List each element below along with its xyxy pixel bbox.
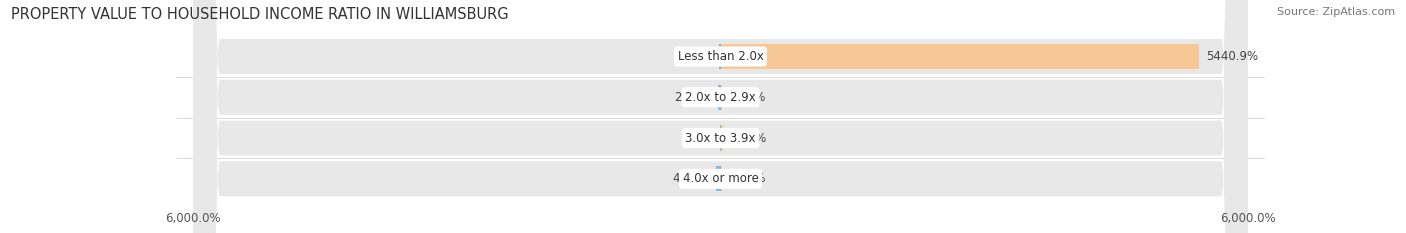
Bar — [721, 44, 1199, 69]
Text: 8.2%: 8.2% — [683, 132, 713, 144]
FancyBboxPatch shape — [194, 0, 1249, 233]
Text: 17.1%: 17.1% — [730, 91, 766, 104]
Text: 4.0x or more: 4.0x or more — [683, 172, 758, 185]
FancyBboxPatch shape — [194, 0, 1249, 233]
Bar — [716, 166, 721, 192]
Text: Source: ZipAtlas.com: Source: ZipAtlas.com — [1277, 7, 1395, 17]
Text: 3.0x to 3.9x: 3.0x to 3.9x — [685, 132, 756, 144]
Text: PROPERTY VALUE TO HOUSEHOLD INCOME RATIO IN WILLIAMSBURG: PROPERTY VALUE TO HOUSEHOLD INCOME RATIO… — [11, 7, 509, 22]
FancyBboxPatch shape — [194, 0, 1249, 233]
Text: 17.2%: 17.2% — [730, 172, 766, 185]
Text: 28.1%: 28.1% — [673, 91, 711, 104]
Text: 48.1%: 48.1% — [672, 172, 709, 185]
Text: 2.0x to 2.9x: 2.0x to 2.9x — [685, 91, 756, 104]
Text: 13.5%: 13.5% — [675, 50, 713, 63]
FancyBboxPatch shape — [194, 0, 1249, 233]
Text: 22.8%: 22.8% — [730, 132, 766, 144]
Bar — [721, 125, 723, 151]
Bar — [721, 166, 723, 192]
Bar — [721, 85, 723, 110]
Text: Less than 2.0x: Less than 2.0x — [678, 50, 763, 63]
Text: 5440.9%: 5440.9% — [1206, 50, 1258, 63]
Bar — [718, 85, 721, 110]
